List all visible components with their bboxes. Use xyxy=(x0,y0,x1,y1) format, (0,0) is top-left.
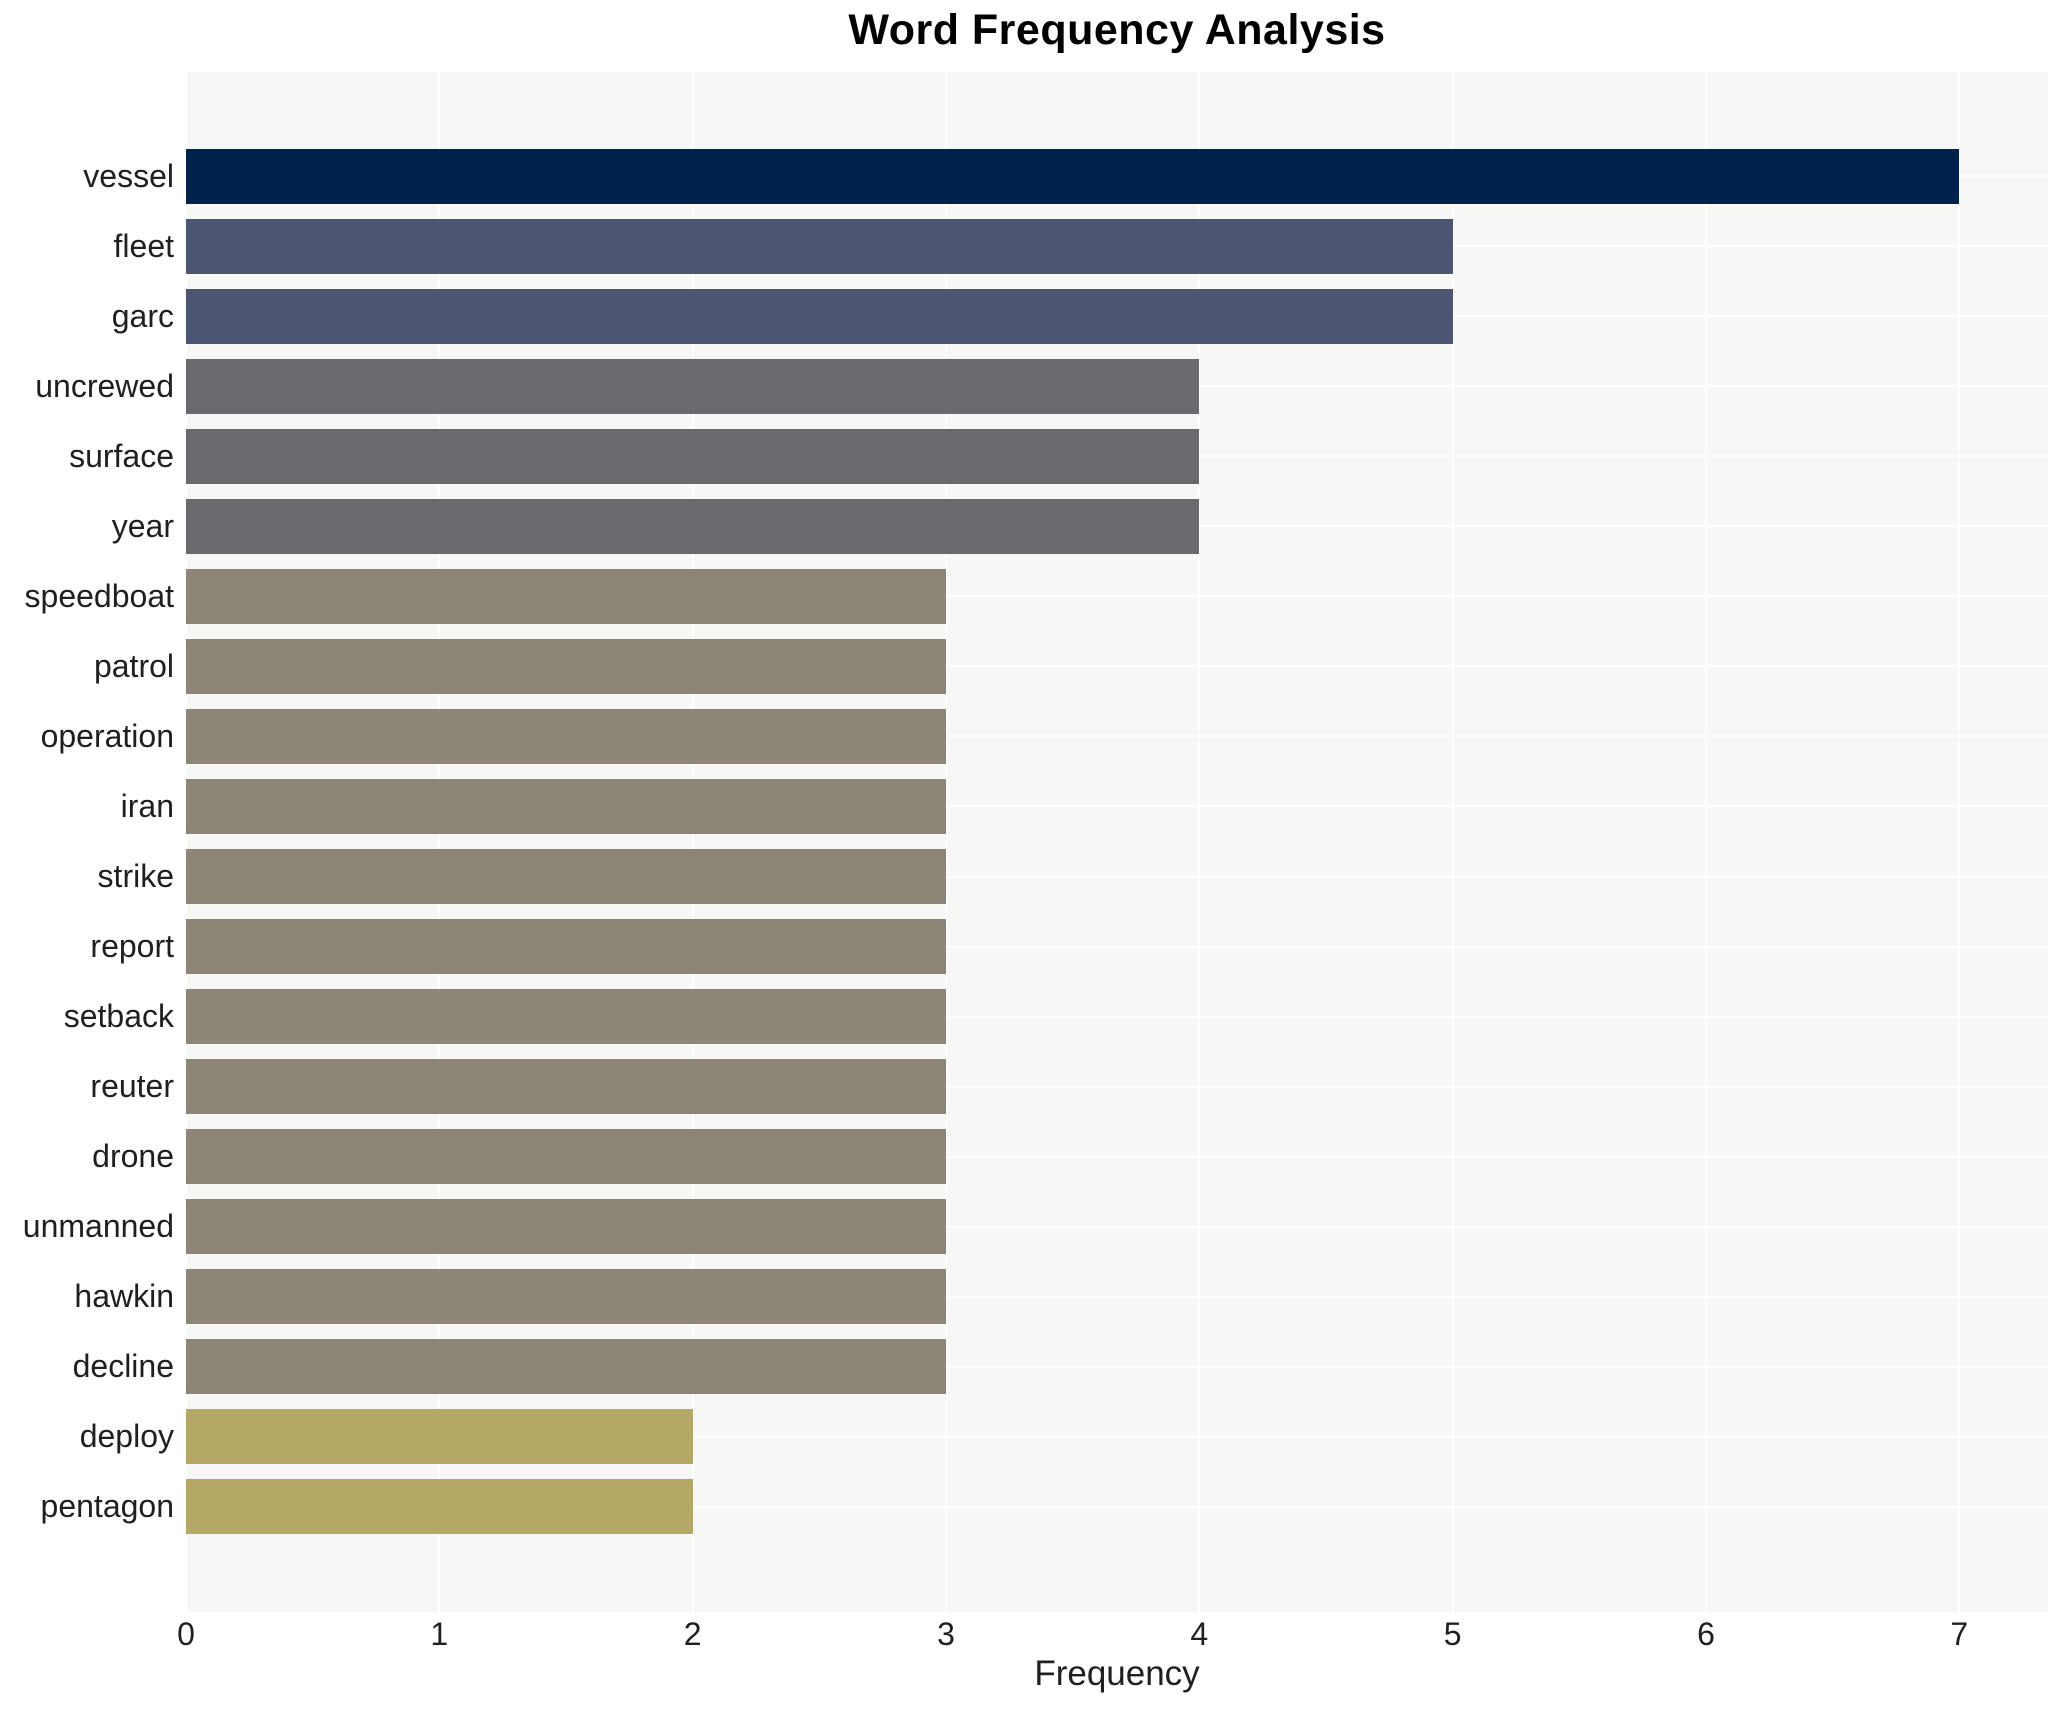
horizontal-gridline xyxy=(186,1225,2048,1228)
vertical-gridline xyxy=(1958,72,1961,1612)
y-tick-label-speedboat: speedboat xyxy=(24,577,174,614)
y-tick-label-uncrewed: uncrewed xyxy=(35,367,174,404)
y-tick-label-deploy: deploy xyxy=(79,1418,174,1455)
y-tick-label-report: report xyxy=(90,928,174,965)
horizontal-gridline xyxy=(186,1435,2048,1438)
vertical-gridline xyxy=(1451,72,1454,1612)
chart-title: Word Frequency Analysis xyxy=(848,6,1386,54)
bar-operation xyxy=(186,708,946,764)
x-axis-ticks: 0 1 2 3 4 5 6 7 xyxy=(0,1616,2067,1656)
x-tick-label-1: 1 xyxy=(430,1616,449,1652)
horizontal-gridline xyxy=(186,1155,2048,1158)
y-tick-label-hawkin: hawkin xyxy=(74,1278,174,1315)
bar-strike xyxy=(186,849,946,905)
y-tick-label-vessel: vessel xyxy=(83,157,174,194)
horizontal-gridline xyxy=(186,1015,2048,1018)
y-tick-label-patrol: patrol xyxy=(93,647,174,684)
plot-area xyxy=(185,72,2048,1612)
bar-deploy xyxy=(186,1409,693,1465)
y-tick-label-iran: iran xyxy=(120,787,174,824)
vertical-gridline xyxy=(185,72,187,1612)
bar-garc xyxy=(186,288,1453,344)
bar-year xyxy=(186,498,1200,554)
bar-decline xyxy=(186,1339,946,1395)
bar-setback xyxy=(186,989,946,1045)
x-axis-label: Frequency xyxy=(1034,1654,1200,1693)
x-tick-label-6: 6 xyxy=(1697,1616,1715,1652)
y-tick-label-pentagon: pentagon xyxy=(40,1488,174,1525)
vertical-gridline xyxy=(438,72,441,1612)
horizontal-gridline xyxy=(186,1295,2048,1298)
x-tick-label-2: 2 xyxy=(683,1616,702,1652)
horizontal-gridline xyxy=(186,595,2048,598)
x-tick-label-4: 4 xyxy=(1190,1616,1209,1652)
vertical-gridline xyxy=(1198,72,1201,1612)
y-tick-label-unmanned: unmanned xyxy=(22,1208,174,1245)
bar-report xyxy=(186,919,946,975)
y-tick-label-year: year xyxy=(111,507,174,544)
bar-pentagon xyxy=(186,1479,693,1535)
bar-hawkin xyxy=(186,1269,946,1325)
bar-patrol xyxy=(186,638,946,694)
x-tick-label-7: 7 xyxy=(1950,1616,1969,1652)
horizontal-gridline xyxy=(186,875,2048,878)
bar-surface xyxy=(186,428,1200,484)
bar-speedboat xyxy=(186,568,946,624)
vertical-gridline xyxy=(1705,72,1707,1612)
y-tick-label-decline: decline xyxy=(72,1348,174,1385)
bar-unmanned xyxy=(186,1199,946,1255)
x-tick-label-5: 5 xyxy=(1443,1616,1462,1652)
x-tick-label-0: 0 xyxy=(177,1616,195,1652)
y-tick-label-reuter: reuter xyxy=(90,1068,174,1105)
bar-iran xyxy=(186,778,946,834)
y-tick-label-operation: operation xyxy=(40,717,174,754)
horizontal-gridline xyxy=(186,735,2048,738)
horizontal-gridline xyxy=(186,1505,2048,1508)
y-tick-label-strike: strike xyxy=(97,858,174,895)
bar-fleet xyxy=(186,218,1453,274)
y-tick-label-surface: surface xyxy=(69,437,174,474)
horizontal-gridline xyxy=(186,1365,2048,1368)
horizontal-gridline xyxy=(186,1085,2048,1088)
y-tick-label-fleet: fleet xyxy=(113,227,174,264)
x-tick-label-3: 3 xyxy=(937,1616,955,1652)
bar-reuter xyxy=(186,1059,946,1115)
y-tick-label-garc: garc xyxy=(111,297,174,334)
y-axis-labels: vessel fleet garc uncrewed surface year speedb… xyxy=(0,72,174,1612)
bar-drone xyxy=(186,1129,946,1185)
horizontal-gridline xyxy=(186,945,2048,948)
y-tick-label-setback: setback xyxy=(63,998,174,1035)
bar-uncrewed xyxy=(186,358,1200,414)
horizontal-gridline xyxy=(186,805,2048,808)
vertical-gridline xyxy=(945,72,947,1612)
vertical-gridline xyxy=(691,72,694,1612)
y-tick-label-drone: drone xyxy=(92,1138,174,1175)
horizontal-gridline xyxy=(186,665,2048,668)
bar-vessel xyxy=(186,148,1960,204)
